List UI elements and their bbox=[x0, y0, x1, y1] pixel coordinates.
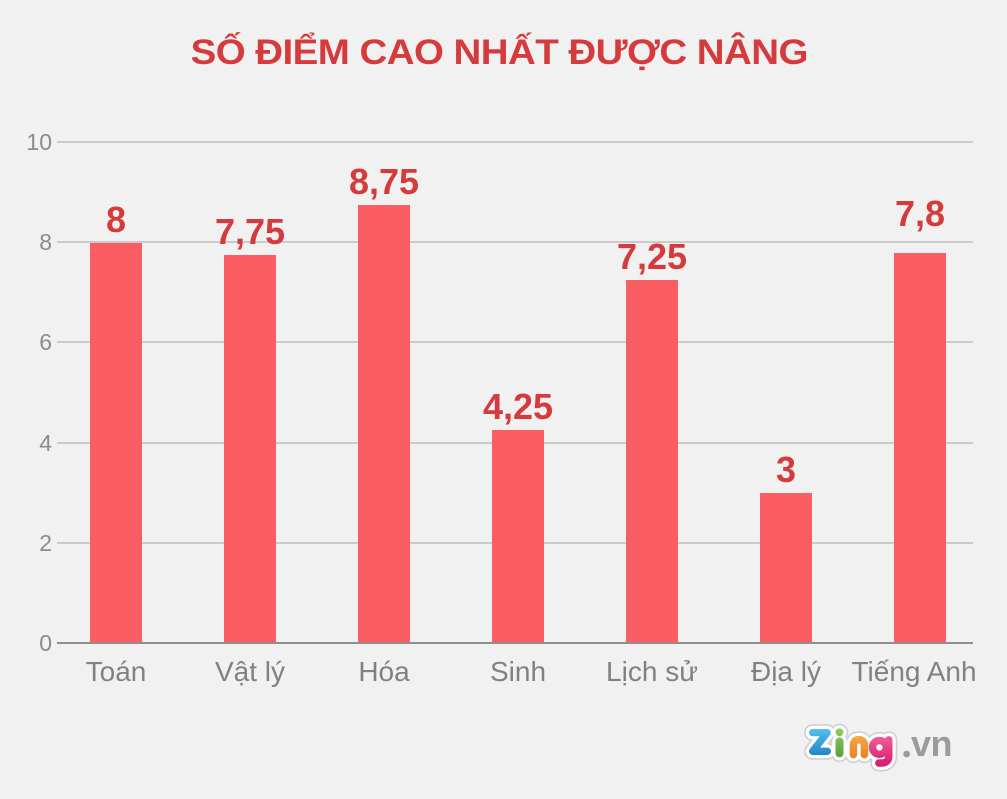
svg-text:vn: vn bbox=[911, 723, 952, 764]
